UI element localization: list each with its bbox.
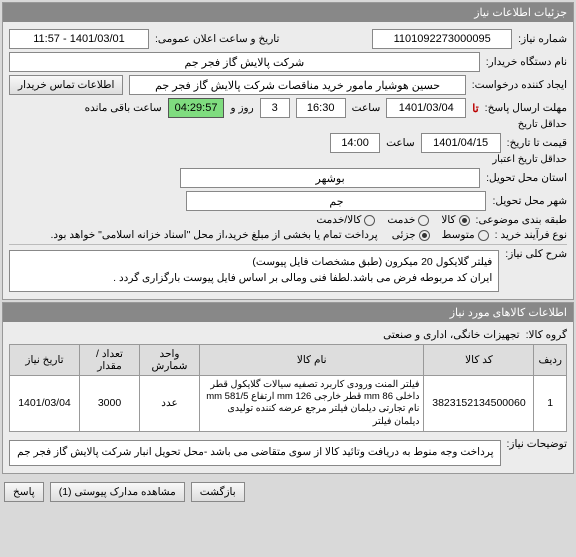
need-summary-box: فیلتر گلایکول 20 میکرون (طبق مشخصات فایل… <box>9 250 499 292</box>
row-deadline: مهلت ارسال پاسخ: تا 1401/03/04 ساعت 16:3… <box>9 98 567 118</box>
radio-minor[interactable]: جزئی <box>392 229 430 241</box>
cell-date: 1401/03/04 <box>10 375 80 431</box>
goods-info-body: گروه کالا: تجهیزات خانگی، اداری و صنعتی … <box>3 322 573 473</box>
field-validity-date: 1401/04/15 <box>421 133 501 153</box>
goods-table-head: ردیف کد کالا نام کالا واحد شمارش تعداد /… <box>10 344 567 375</box>
radio-dot-both <box>364 215 375 226</box>
radio-both[interactable]: کالا/خدمت <box>316 214 375 226</box>
packaging-radio-group: کالا خدمت کالا/خدمت <box>316 214 469 226</box>
field-buyer-org: شرکت پالایش گاز فجر جم <box>9 52 480 72</box>
th-name: نام کالا <box>200 344 424 375</box>
row-deadline-sub: حداقل تاریخ <box>9 119 567 130</box>
th-date: تاریخ نیاز <box>10 344 80 375</box>
field-deadline-hour: 16:30 <box>296 98 346 118</box>
need-info-body: شماره نیاز: 1101092273000095 تاریخ و ساع… <box>3 22 573 299</box>
label-send-deadline: مهلت ارسال پاسخ: <box>485 102 567 114</box>
deadline-yesno: تا <box>472 102 478 115</box>
label-buyer-org: نام دستگاه خریدار: <box>486 56 567 68</box>
label-city: شهر محل تحویل: <box>492 195 567 207</box>
label-day: روز و <box>230 102 253 114</box>
reply-button[interactable]: پاسخ <box>4 482 44 502</box>
goods-table-header-row: ردیف کد کالا نام کالا واحد شمارش تعداد /… <box>10 344 567 375</box>
process-note: پرداخت تمام یا بخشی از مبلغ خرید،از محل … <box>51 229 378 241</box>
th-qty: تعداد / مقدار <box>80 344 140 375</box>
label-additional-desc: توضیحات نیاز: <box>507 438 568 450</box>
countdown-timer: 04:29:57 <box>168 98 225 118</box>
footer-buttons: بازگشت مشاهده مدارک پیوستی (1) پاسخ <box>0 476 576 508</box>
need-info-header: جزئیات اطلاعات نیاز <box>3 3 573 22</box>
radio-label-service: خدمت <box>387 214 415 226</box>
th-idx: ردیف <box>534 344 567 375</box>
radio-label-both: کالا/خدمت <box>316 214 361 226</box>
row-process: نوع فرآیند خرید : متوسط جزئی پرداخت تمام… <box>9 229 567 241</box>
label-validity-sub: حداقل تاریخ اعتبار <box>492 154 567 165</box>
field-request-creator: حسین هوشیار مامور خرید مناقصات شرکت پالا… <box>129 75 465 95</box>
label-hour-1: ساعت <box>352 102 381 114</box>
row-validity: قیمت تا تاریخ: 1401/04/15 ساعت 14:00 <box>9 133 567 153</box>
label-summary: شرح کلی نیاز: <box>505 248 567 260</box>
row-buyer-org: نام دستگاه خریدار: شرکت پالایش گاز فجر ج… <box>9 52 567 72</box>
label-goods-group: گروه کالا: <box>526 329 567 341</box>
value-goods-group: تجهیزات خانگی، اداری و صنعتی <box>383 329 519 341</box>
view-attachments-button[interactable]: مشاهده مدارک پیوستی (1) <box>50 482 185 502</box>
row-request-creator: ایجاد کننده درخواست: حسین هوشیار مامور خ… <box>9 75 567 95</box>
goods-info-header: اطلاعات کالاهای مورد نیاز <box>3 303 573 322</box>
field-province: بوشهر <box>180 168 480 188</box>
label-process: نوع فرآیند خرید : <box>495 229 567 241</box>
radio-dot-service <box>418 215 429 226</box>
th-code: کد کالا <box>424 344 534 375</box>
separator <box>9 244 567 245</box>
label-request-creator: ایجاد کننده درخواست: <box>472 79 567 91</box>
table-row: 1 3823152134500060 فیلتر المنت ورودی کار… <box>10 375 567 431</box>
label-need-number: شماره نیاز: <box>518 33 567 45</box>
field-days-left: 3 <box>260 98 290 118</box>
label-price-until: قیمت تا تاریخ: <box>507 137 567 149</box>
radio-goods[interactable]: کالا <box>441 214 469 226</box>
row-additional-desc: توضیحات نیاز: پرداخت وجه منوط به دریافت … <box>9 438 567 466</box>
th-unit: واحد شمارش <box>140 344 200 375</box>
radio-dot-medium <box>478 230 489 241</box>
radio-medium[interactable]: متوسط <box>442 229 489 241</box>
radio-label-medium: متوسط <box>442 229 475 241</box>
field-announce-date: 1401/03/01 - 11:57 <box>9 29 149 49</box>
label-announce-date: تاریخ و ساعت اعلان عمومی: <box>155 33 279 45</box>
back-button[interactable]: بازگشت <box>191 482 245 502</box>
buyer-contact-button[interactable]: اطلاعات تماس خریدار <box>9 75 123 95</box>
field-city: جم <box>186 191 486 211</box>
cell-qty: 3000 <box>80 375 140 431</box>
need-info-panel: جزئیات اطلاعات نیاز شماره نیاز: 11010922… <box>2 2 574 300</box>
radio-dot-minor <box>419 230 430 241</box>
cell-idx: 1 <box>534 375 567 431</box>
row-summary: شرح کلی نیاز: فیلتر گلایکول 20 میکرون (ط… <box>9 248 567 292</box>
label-province: استان محل تحویل: <box>486 172 567 184</box>
field-deadline-date: 1401/03/04 <box>386 98 466 118</box>
label-send-deadline-sub: حداقل تاریخ <box>518 119 567 130</box>
additional-desc-box: پرداخت وجه منوط به دریافت وتائید کالا از… <box>9 440 501 466</box>
goods-info-panel: اطلاعات کالاهای مورد نیاز گروه کالا: تجه… <box>2 302 574 474</box>
goods-table: ردیف کد کالا نام کالا واحد شمارش تعداد /… <box>9 344 567 432</box>
label-packaging: طبقه بندی موضوعی: <box>476 214 567 226</box>
row-city: شهر محل تحویل: جم <box>9 191 567 211</box>
label-remaining: ساعت باقی مانده <box>85 102 162 114</box>
field-need-number: 1101092273000095 <box>372 29 512 49</box>
row-province: استان محل تحویل: بوشهر <box>9 168 567 188</box>
cell-code: 3823152134500060 <box>424 375 534 431</box>
cell-unit: عدد <box>140 375 200 431</box>
row-need-number: شماره نیاز: 1101092273000095 تاریخ و ساع… <box>9 29 567 49</box>
radio-service[interactable]: خدمت <box>387 214 429 226</box>
radio-label-minor: جزئی <box>392 229 416 241</box>
label-hour-2: ساعت <box>386 137 415 149</box>
process-radio-group: متوسط جزئی <box>392 229 489 241</box>
row-validity-sub: حداقل تاریخ اعتبار <box>9 154 567 165</box>
field-validity-hour: 14:00 <box>330 133 380 153</box>
row-packaging: طبقه بندی موضوعی: کالا خدمت کالا/خدمت <box>9 214 567 226</box>
radio-label-goods: کالا <box>441 214 455 226</box>
radio-dot-goods <box>459 215 470 226</box>
cell-name: فیلتر المنت ورودی کاربرد تصفیه سیالات گل… <box>200 375 424 431</box>
goods-table-body: 1 3823152134500060 فیلتر المنت ورودی کار… <box>10 375 567 431</box>
row-goods-group: گروه کالا: تجهیزات خانگی، اداری و صنعتی <box>9 329 567 341</box>
